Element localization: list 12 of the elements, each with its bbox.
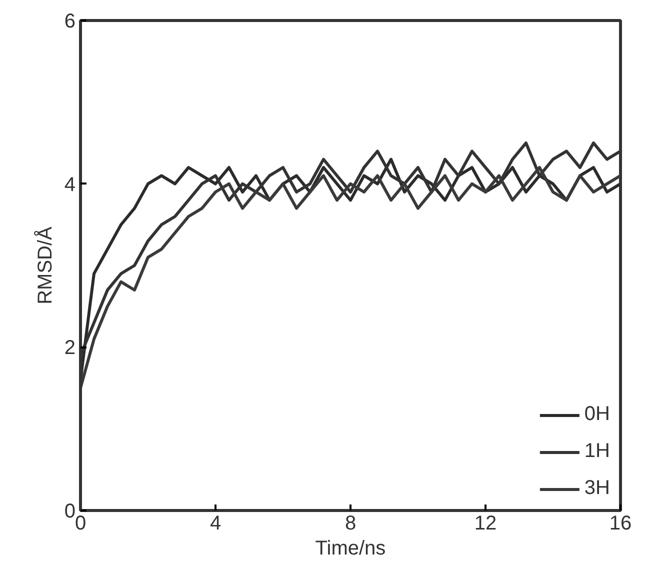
legend-label: 3H — [584, 477, 610, 500]
y-tick-label: 6 — [64, 10, 76, 32]
x-tick-label: 8 — [344, 512, 356, 534]
legend-label: 1H — [584, 440, 610, 463]
x-tick-label: 16 — [609, 512, 632, 534]
x-axis-title: Time/ns — [315, 538, 386, 560]
y-tick-label: 2 — [64, 337, 76, 360]
x-tick-label: 4 — [210, 512, 222, 534]
x-tick-label: 12 — [474, 512, 497, 534]
legend-label: 0H — [584, 403, 610, 426]
y-tick-label: 4 — [64, 174, 76, 196]
y-axis-title: RMSD/Å — [33, 226, 56, 304]
